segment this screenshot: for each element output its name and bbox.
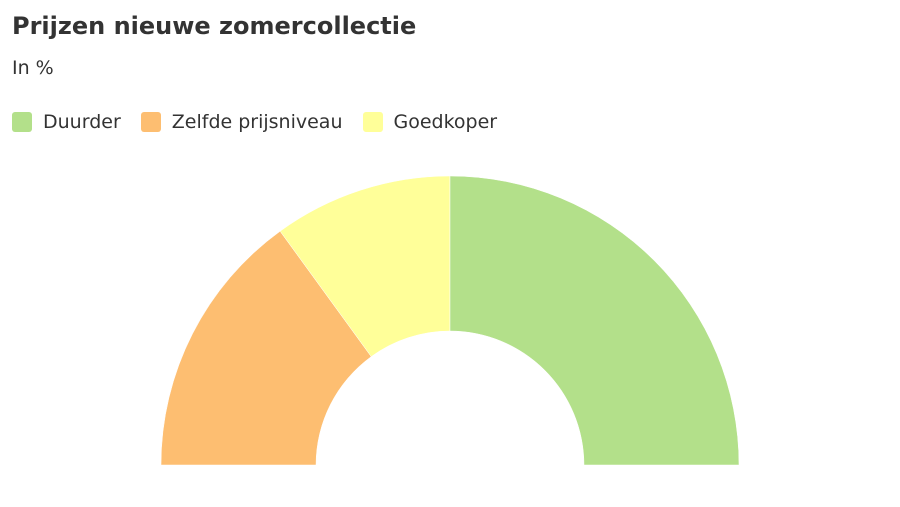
legend-swatch <box>140 112 161 132</box>
legend-swatch <box>362 112 383 132</box>
slice-zelfde-prijsniveau[interactable] <box>160 230 372 466</box>
legend-item-goedkoper[interactable]: Goedkoper <box>362 111 498 133</box>
chart-legend: Duurder Zelfde prijsniveau Goedkoper <box>12 111 497 133</box>
legend-label: Zelfde prijsniveau <box>171 111 343 133</box>
legend-label: Goedkoper <box>393 111 498 133</box>
chart-title: Prijzen nieuwe zomercollectie <box>12 12 417 40</box>
legend-item-zelfde-prijsniveau[interactable]: Zelfde prijsniveau <box>140 111 343 133</box>
legend-item-duurder[interactable]: Duurder <box>12 111 121 133</box>
legend-swatch <box>12 112 32 132</box>
chart-subtitle: In % <box>12 57 54 79</box>
slice-duurder[interactable] <box>449 175 740 466</box>
legend-label: Duurder <box>43 111 121 133</box>
